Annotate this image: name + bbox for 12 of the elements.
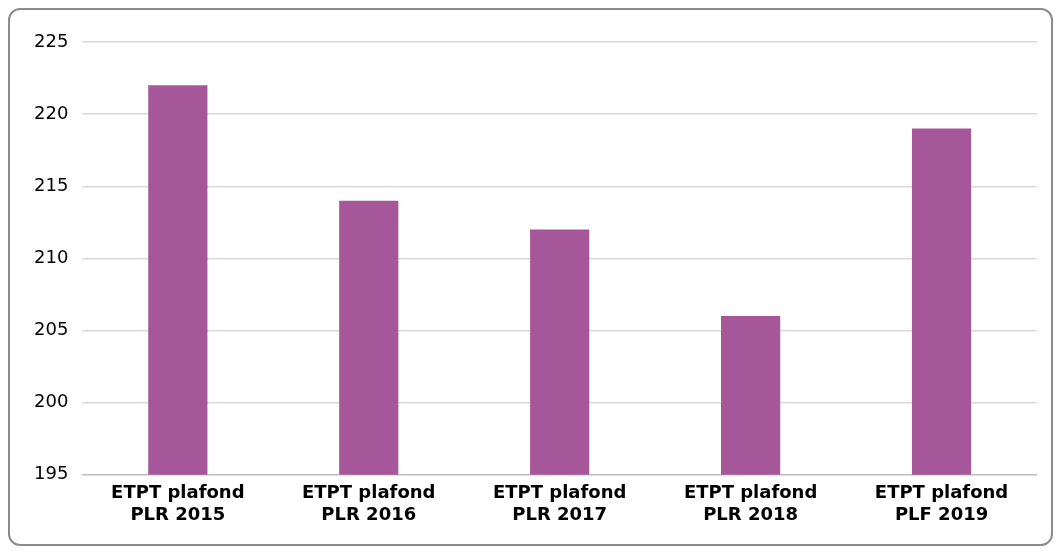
y-tick-label: 210 — [34, 246, 69, 268]
y-tick-label: 205 — [34, 318, 69, 340]
x-tick-label: ETPT plafond PLF 2019 — [874, 481, 1009, 524]
x-tick-label: ETPT plafond PLR 2018 — [683, 481, 818, 524]
y-tick-label: 225 — [34, 29, 69, 51]
y-tick-label: 215 — [34, 173, 69, 195]
x-tick-label: ETPT plafond PLR 2015 — [111, 481, 245, 524]
y-tick-label: 195 — [34, 462, 69, 484]
y-tick-label: 220 — [34, 101, 69, 123]
y-tick-label: 200 — [34, 390, 69, 412]
x-tick-label: ETPT plafond PLR 2017 — [492, 481, 627, 524]
x-tick-label: ETPT plafond PLR 2016 — [302, 481, 436, 524]
